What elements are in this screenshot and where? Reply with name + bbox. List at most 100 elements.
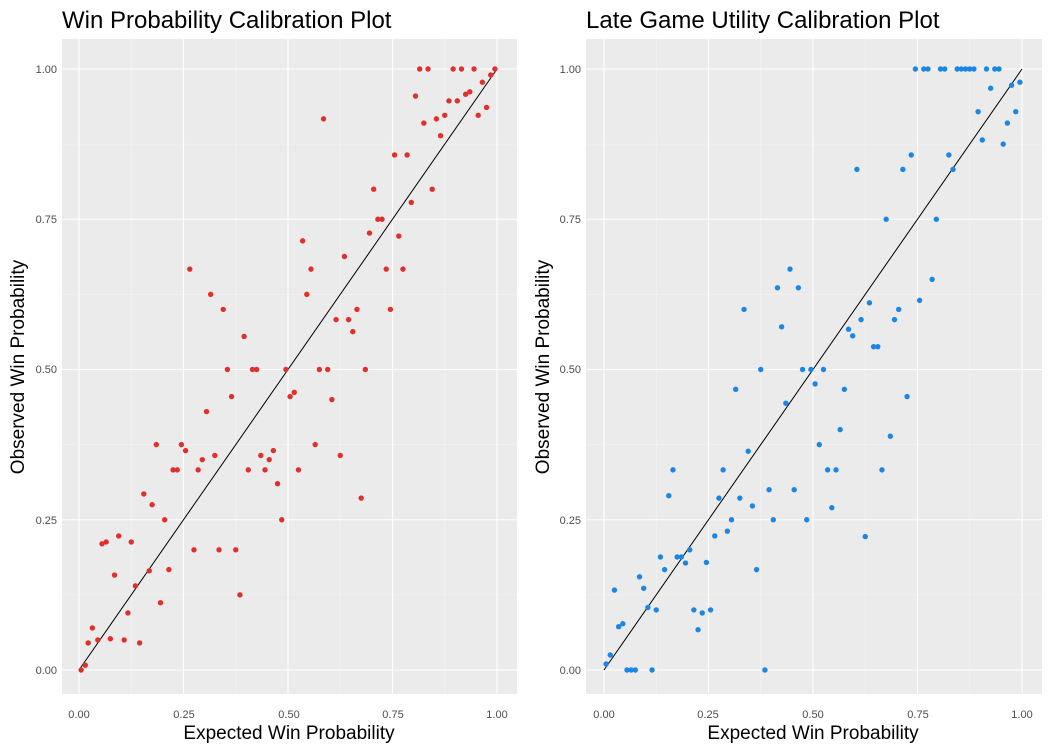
data-point <box>258 452 264 459</box>
data-point <box>337 452 343 459</box>
data-point <box>854 166 860 173</box>
scatter-points <box>603 66 1023 673</box>
data-point <box>816 441 822 448</box>
data-point <box>875 343 881 350</box>
data-point <box>207 291 214 298</box>
data-point <box>412 93 419 99</box>
data-point <box>492 66 498 72</box>
data-point <box>661 566 668 573</box>
data-point <box>366 230 373 236</box>
data-point <box>686 547 693 553</box>
y-tick-label: 0.50 <box>36 364 57 376</box>
data-point <box>946 152 952 158</box>
data-point <box>111 572 118 578</box>
data-point <box>908 152 914 158</box>
data-point <box>375 216 381 222</box>
data-point <box>804 517 810 523</box>
data-point <box>641 585 647 591</box>
x-axis-title: Expected Win Probability <box>183 723 395 744</box>
data-point <box>146 568 152 574</box>
data-point <box>274 480 281 487</box>
data-point <box>762 667 768 673</box>
data-point <box>1017 79 1023 85</box>
data-point <box>808 366 814 373</box>
data-point <box>396 233 402 239</box>
data-point <box>653 607 659 613</box>
data-point <box>157 599 164 606</box>
data-point <box>728 517 735 523</box>
data-point <box>983 66 990 72</box>
data-point <box>245 467 251 473</box>
data-point <box>450 66 456 72</box>
data-point <box>962 66 969 72</box>
data-point <box>488 72 494 78</box>
x-tick-label: 1.00 <box>1011 709 1032 721</box>
data-point <box>270 447 277 454</box>
data-point <box>603 661 609 667</box>
data-point <box>783 400 789 406</box>
data-point <box>620 621 626 627</box>
x-tick-label: 0.00 <box>68 709 89 721</box>
data-point <box>791 487 797 493</box>
data-point <box>199 456 206 463</box>
data-point <box>475 112 481 118</box>
x-tick-label: 0.50 <box>278 709 299 721</box>
x-tick-labels: 0.00 0.25 0.50 0.75 1.00 <box>68 709 507 721</box>
data-point <box>362 366 369 373</box>
y-tick-labels: 0.00 0.25 0.50 0.75 1.00 <box>36 64 57 677</box>
data-point <box>787 266 793 272</box>
data-point <box>845 326 852 332</box>
data-point <box>279 517 285 523</box>
data-point <box>320 116 327 122</box>
data-point <box>89 625 96 631</box>
data-point <box>82 662 88 668</box>
data-point <box>287 393 293 400</box>
data-point <box>191 547 197 553</box>
data-point <box>262 467 268 473</box>
data-point <box>128 539 134 545</box>
data-point <box>737 495 743 501</box>
data-point <box>1000 141 1006 147</box>
x-tick-label: 0.00 <box>593 709 614 721</box>
data-point <box>941 66 948 72</box>
data-point <box>691 607 697 613</box>
data-point <box>1013 108 1019 115</box>
data-point <box>249 366 256 373</box>
data-point <box>615 624 622 630</box>
data-point <box>103 539 109 545</box>
data-point <box>695 627 701 633</box>
grid <box>62 39 517 694</box>
data-point <box>107 636 114 642</box>
data-point <box>170 467 176 473</box>
chart-title: Win Probability Calibration Plot <box>62 7 392 34</box>
data-point <box>900 166 906 173</box>
data-point <box>425 66 431 72</box>
data-point <box>400 266 406 272</box>
data-point <box>824 467 831 473</box>
data-point <box>699 610 705 616</box>
data-point <box>716 495 722 501</box>
x-tick-label: 0.50 <box>802 709 823 721</box>
data-point <box>416 66 423 72</box>
data-point <box>921 66 927 72</box>
data-point <box>421 120 427 126</box>
data-point <box>916 297 923 304</box>
data-point <box>712 533 718 539</box>
x-tick-label: 0.25 <box>697 709 718 721</box>
data-point <box>954 66 960 72</box>
chart-title: Late Game Utility Calibration Plot <box>586 7 940 34</box>
data-point <box>212 452 218 459</box>
data-point <box>657 554 664 560</box>
data-point <box>925 66 931 72</box>
data-point <box>350 328 356 335</box>
data-point <box>850 333 856 339</box>
scatter-points <box>78 66 498 673</box>
data-point <box>753 566 760 573</box>
data-point <box>354 306 360 313</box>
data-point <box>887 433 894 439</box>
data-point <box>929 276 935 283</box>
y-tick-label: 1.00 <box>560 64 581 76</box>
data-point <box>933 216 940 222</box>
data-point <box>253 366 260 373</box>
data-point <box>224 366 231 373</box>
